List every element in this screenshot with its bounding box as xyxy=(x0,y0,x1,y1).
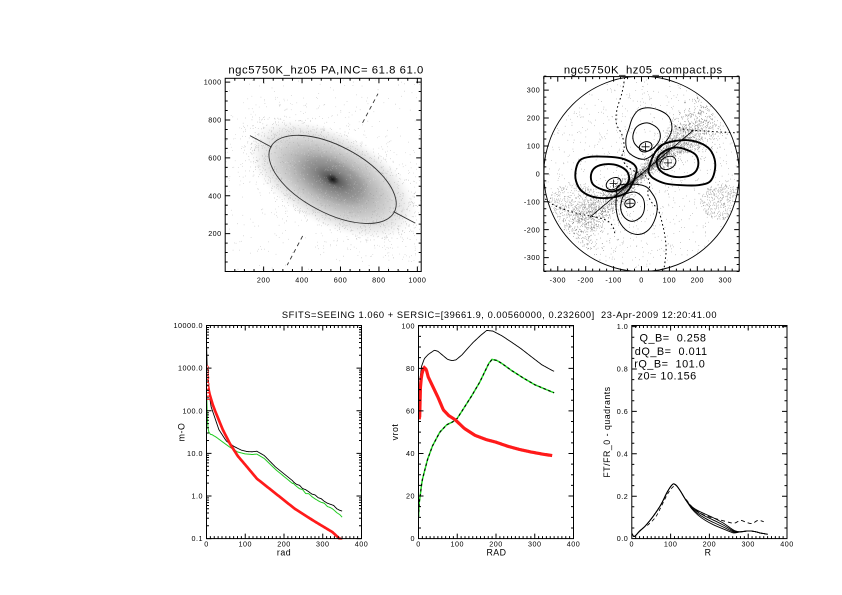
svg-text:20: 20 xyxy=(406,492,415,501)
svg-text:0: 0 xyxy=(630,540,635,549)
svg-text:400: 400 xyxy=(208,191,222,200)
svg-text:ngc5750K_hz05 PA,INC= 61.8 61.: ngc5750K_hz05 PA,INC= 61.8 61.0 xyxy=(228,65,424,77)
svg-text:1000: 1000 xyxy=(204,78,222,87)
svg-text:1.0: 1.0 xyxy=(617,322,629,331)
svg-text:200: 200 xyxy=(527,114,541,123)
svg-text:Q_B= 0.258: Q_B= 0.258 xyxy=(640,333,707,345)
svg-text:0.1: 0.1 xyxy=(192,534,204,543)
svg-text:200: 200 xyxy=(489,540,503,549)
svg-text:300: 300 xyxy=(527,86,541,95)
svg-text:400: 400 xyxy=(295,276,309,285)
svg-text:0: 0 xyxy=(411,534,416,543)
svg-text:rQ_B= 101.0: rQ_B= 101.0 xyxy=(634,358,705,370)
svg-text:300: 300 xyxy=(718,276,732,285)
svg-text:FT/FR_0 - quadrants: FT/FR_0 - quadrants xyxy=(602,386,612,477)
svg-text:ngc5750K_hz05_compact.ps: ngc5750K_hz05_compact.ps xyxy=(564,65,723,77)
svg-text:100: 100 xyxy=(664,540,678,549)
svg-text:R: R xyxy=(705,548,712,558)
svg-text:100: 100 xyxy=(239,540,253,549)
svg-text:SFITS=SEEING 1.060 + SERSIC=[3: SFITS=SEEING 1.060 + SERSIC=[39661.9, 0.… xyxy=(282,310,717,320)
svg-text:200: 200 xyxy=(208,229,222,238)
svg-text:200: 200 xyxy=(257,276,271,285)
svg-text:0.0: 0.0 xyxy=(617,534,629,543)
svg-text:800: 800 xyxy=(208,116,222,125)
svg-text:60: 60 xyxy=(406,406,415,415)
svg-text:200: 200 xyxy=(277,540,291,549)
svg-text:-100: -100 xyxy=(605,276,621,285)
svg-text:0.2: 0.2 xyxy=(617,492,629,501)
svg-text:10000.0: 10000.0 xyxy=(174,321,203,330)
svg-text:600: 600 xyxy=(334,276,348,285)
svg-text:0.4: 0.4 xyxy=(617,449,629,458)
svg-text:vrot: vrot xyxy=(390,424,400,441)
svg-text:200: 200 xyxy=(703,540,717,549)
svg-text:1.0: 1.0 xyxy=(192,492,204,501)
svg-text:z0= 10.156: z0= 10.156 xyxy=(638,371,697,383)
svg-text:1000: 1000 xyxy=(408,276,426,285)
svg-text:10.0: 10.0 xyxy=(187,449,203,458)
svg-text:100.0: 100.0 xyxy=(183,406,204,415)
svg-text:0.6: 0.6 xyxy=(617,407,629,416)
svg-text:100: 100 xyxy=(663,276,677,285)
svg-text:400: 400 xyxy=(355,540,369,549)
svg-text:rad: rad xyxy=(277,548,291,558)
svg-text:-200: -200 xyxy=(577,276,593,285)
svg-text:RAD: RAD xyxy=(486,548,506,558)
svg-text:100: 100 xyxy=(527,142,541,151)
svg-text:-300: -300 xyxy=(524,253,540,262)
svg-text:200: 200 xyxy=(691,276,705,285)
svg-text:0: 0 xyxy=(639,276,644,285)
svg-text:300: 300 xyxy=(316,540,330,549)
svg-text:400: 400 xyxy=(780,540,794,549)
svg-text:400: 400 xyxy=(567,540,581,549)
svg-text:dQ_B= 0.011: dQ_B= 0.011 xyxy=(635,346,708,358)
svg-text:600: 600 xyxy=(208,153,222,162)
svg-text:800: 800 xyxy=(372,276,386,285)
svg-text:0: 0 xyxy=(204,540,209,549)
svg-text:0: 0 xyxy=(536,169,541,178)
svg-text:m-O: m-O xyxy=(177,423,187,442)
svg-text:80: 80 xyxy=(406,364,415,373)
svg-text:100: 100 xyxy=(402,321,416,330)
svg-text:-100: -100 xyxy=(524,197,540,206)
svg-text:0.8: 0.8 xyxy=(617,365,629,374)
svg-text:300: 300 xyxy=(528,540,542,549)
svg-text:1000.0: 1000.0 xyxy=(178,364,203,373)
svg-text:0: 0 xyxy=(416,540,421,549)
svg-text:300: 300 xyxy=(741,540,755,549)
svg-text:100: 100 xyxy=(451,540,465,549)
svg-text:-300: -300 xyxy=(550,276,566,285)
svg-text:40: 40 xyxy=(406,449,415,458)
svg-text:-200: -200 xyxy=(524,225,540,234)
